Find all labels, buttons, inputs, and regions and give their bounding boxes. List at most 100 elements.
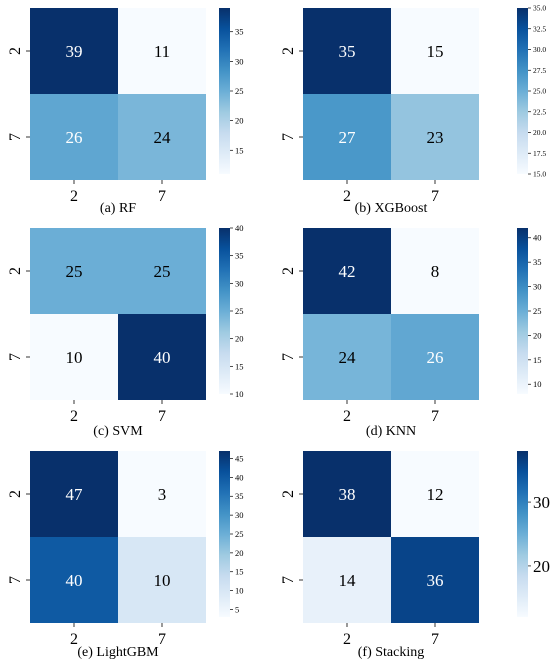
colorbar-tick-label: 40: [235, 223, 244, 233]
heatmap-cell: [391, 537, 479, 623]
panel-caption: (c) SVM: [93, 424, 143, 439]
colorbar-tick-label: 22.5: [533, 107, 546, 116]
y-tick-label: 2: [7, 490, 24, 498]
y-tick-label: 2: [7, 267, 24, 275]
colorbar-tick-label: 20: [235, 548, 244, 558]
colorbar-tick-label: 35: [533, 257, 542, 267]
heatmap-cell: [303, 228, 391, 314]
colorbar-tick-label: 35.0: [533, 4, 546, 13]
cell-value-label: 42: [339, 262, 356, 281]
x-tick-label: 2: [70, 408, 78, 425]
heatmap-cell: [303, 451, 391, 537]
colorbar-tick-label: 27.5: [533, 66, 546, 75]
colorbar-tick-label: 30.0: [533, 45, 546, 54]
panel-caption: (a) RF: [100, 201, 136, 216]
cell-value-label: 23: [427, 128, 444, 147]
heatmap-cell: [30, 228, 118, 314]
heatmap-cell: [118, 8, 206, 94]
y-tick-label: 2: [7, 47, 24, 55]
colorbar: [517, 228, 528, 394]
heatmap-panel: 39 11 26 24 2 7 2 7 15 20 25 30 35 (a) RF: [7, 8, 244, 216]
cell-value-label: 8: [431, 262, 440, 281]
y-tick-label: 7: [280, 133, 297, 141]
heatmap-cell: [118, 228, 206, 314]
y-tick-label: 2: [280, 47, 297, 55]
colorbar: [219, 451, 230, 617]
heatmap-cell: [118, 451, 206, 537]
colorbar-tick-label: 30: [235, 278, 244, 288]
colorbar-tick-label: 5: [235, 604, 239, 614]
colorbar-tick-label: 35: [235, 251, 244, 261]
panel-caption: (d) KNN: [366, 424, 416, 439]
colorbar-tick-label: 35: [235, 491, 244, 501]
cell-value-label: 40: [66, 571, 83, 590]
y-tick-label: 7: [7, 353, 24, 361]
colorbar-tick-label: 17.5: [533, 149, 546, 158]
cell-value-label: 24: [154, 128, 172, 147]
colorbar-tick-label: 40: [533, 233, 542, 243]
heatmap-cell: [118, 314, 206, 400]
cell-value-label: 47: [66, 485, 84, 504]
colorbar-tick-label: 32.5: [533, 24, 546, 33]
x-tick-label: 7: [431, 188, 439, 205]
colorbar: [517, 8, 528, 174]
x-tick-label: 2: [343, 408, 351, 425]
cell-value-label: 10: [154, 571, 171, 590]
panel-caption: (b) XGBoost: [355, 201, 428, 216]
y-tick-label: 2: [280, 490, 297, 498]
x-tick-label: 2: [70, 631, 78, 648]
heatmap-cell: [118, 537, 206, 623]
colorbar-tick-label: 20: [235, 116, 244, 126]
colorbar-tick-label: 30: [533, 493, 550, 512]
y-tick-label: 2: [280, 267, 297, 275]
cell-value-label: 36: [427, 571, 444, 590]
colorbar: [517, 451, 528, 617]
panel-caption: (f) Stacking: [358, 645, 424, 660]
cell-value-label: 3: [158, 485, 167, 504]
x-tick-label: 2: [343, 188, 351, 205]
y-tick-label: 7: [280, 576, 297, 584]
colorbar: [219, 8, 230, 174]
colorbar-tick-label: 30: [533, 282, 542, 292]
cell-value-label: 11: [154, 42, 170, 61]
cell-value-label: 35: [339, 42, 356, 61]
colorbar-tick-label: 25: [533, 306, 542, 316]
colorbar-tick-label: 15: [533, 355, 542, 365]
colorbar-tick-label: 40: [235, 472, 244, 482]
heatmap-cell: [118, 94, 206, 180]
x-tick-label: 7: [431, 408, 439, 425]
heatmap-cell: [391, 8, 479, 94]
x-tick-label: 7: [431, 631, 439, 648]
heatmap-panel: 38 12 14 36 2 7 2 7 20 30 (f) Stacking: [280, 451, 550, 660]
colorbar-tick-label: 25: [235, 529, 244, 539]
cell-value-label: 27: [339, 128, 357, 147]
colorbar-tick-label: 15: [235, 145, 244, 155]
x-tick-label: 7: [158, 188, 166, 205]
heatmap-cell: [303, 94, 391, 180]
heatmap-panel: 25 25 10 40 2 7 2 7 10 15 20 25 30 35 40 (c) SVM: [7, 223, 244, 439]
cell-value-label: 39: [66, 42, 83, 61]
colorbar-tick-label: 10: [235, 389, 244, 399]
x-tick-label: 2: [343, 631, 351, 648]
cell-value-label: 15: [427, 42, 444, 61]
colorbar-tick-label: 25.0: [533, 87, 546, 96]
cell-value-label: 14: [339, 571, 357, 590]
colorbar-tick-label: 15: [235, 567, 244, 577]
colorbar-tick-label: 15: [235, 361, 244, 371]
heatmap-cell: [303, 314, 391, 400]
colorbar-tick-label: 35: [235, 27, 244, 37]
colorbar-tick-label: 30: [235, 510, 244, 520]
x-tick-label: 2: [70, 188, 78, 205]
colorbar-tick-label: 25: [235, 86, 244, 96]
y-tick-label: 7: [280, 353, 297, 361]
cell-value-label: 26: [427, 348, 444, 367]
heatmap-cell: [391, 94, 479, 180]
cell-value-label: 24: [339, 348, 357, 367]
colorbar-tick-label: 45: [235, 454, 244, 464]
cell-value-label: 25: [66, 262, 83, 281]
colorbar-tick-label: 20: [235, 334, 244, 344]
heatmap-cell: [391, 314, 479, 400]
x-tick-label: 7: [158, 408, 166, 425]
colorbar-tick-label: 10: [235, 586, 244, 596]
